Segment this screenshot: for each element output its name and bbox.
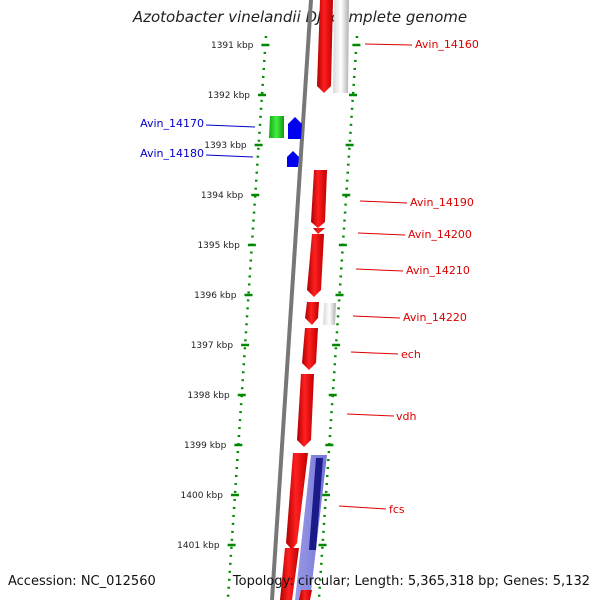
- avin-14200-connector: [357, 232, 406, 236]
- avin-14160-grey-feature: [333, 0, 349, 93]
- gene-label-avin-14200[interactable]: Avin_14200: [408, 228, 472, 241]
- ech-gene: [302, 328, 318, 370]
- avin-14160-gene: [317, 0, 333, 93]
- gene-label-avin-14220[interactable]: Avin_14220: [403, 311, 467, 324]
- avin-14220-connector: [352, 315, 401, 319]
- ruler-tick-label: 1393 kbp: [204, 141, 247, 151]
- avin-14220-grey-feature: [323, 303, 336, 325]
- next-red-gene: [280, 548, 299, 600]
- avin-14190-gene: [311, 170, 327, 228]
- genome-backbone: [270, 0, 313, 600]
- right-ruler-track: [317, 35, 359, 599]
- ech-connector: [350, 351, 399, 355]
- ruler-tick-label: 1397 kbp: [191, 341, 234, 351]
- gene-label-avin-14170[interactable]: Avin_14170: [140, 117, 204, 130]
- ruler-tick-label: 1391 kbp: [211, 41, 254, 51]
- accession-text: Accession: NC_012560: [8, 574, 156, 589]
- ruler-ticks: [227, 43, 361, 547]
- ruler-tick-label: 1399 kbp: [184, 441, 227, 451]
- fcs-connector: [338, 505, 387, 510]
- ruler-tick-label: 1394 kbp: [201, 191, 244, 201]
- avin-14190-connector: [359, 200, 408, 204]
- ruler-tick-label: 1401 kbp: [177, 541, 220, 551]
- ruler-tick-label: 1392 kbp: [208, 91, 251, 101]
- ruler-tick-labels: 1391 kbp 1392 kbp 1393 kbp 1394 kbp 1395 kbp…: [177, 41, 253, 551]
- avin-14210-connector: [355, 268, 404, 272]
- edge-red-gene: [299, 590, 312, 600]
- avin-14200-gene: [313, 228, 325, 234]
- ruler-tick-label: 1398 kbp: [187, 391, 230, 401]
- avin-14160-connector: [364, 43, 413, 46]
- ruler-tick-label: 1395 kbp: [197, 241, 240, 251]
- gene-label-avin-14210[interactable]: Avin_14210: [406, 264, 470, 277]
- avin-14180-connector: [205, 154, 254, 158]
- left-ruler-track: [226, 35, 268, 599]
- avin-14170-connector: [205, 124, 256, 128]
- avin-14210-gene: [307, 234, 324, 297]
- avin-14170-rna-feature: [269, 116, 284, 138]
- avin-14180-gene: [287, 151, 299, 167]
- gene-label-avin-14180[interactable]: Avin_14180: [140, 147, 204, 160]
- avin-14170-gene: [288, 117, 302, 139]
- genome-title: Azotobacter vinelandii DJ, complete geno…: [132, 8, 468, 26]
- fcs-reverse-feature: [309, 458, 323, 550]
- vdh-connector: [346, 413, 395, 417]
- genome-summary-text: Topology: circular; Length: 5,365,318 bp…: [232, 574, 590, 589]
- avin-14220-gene: [305, 302, 319, 325]
- gene-label-avin-14160[interactable]: Avin_14160: [415, 38, 479, 51]
- ruler-tick-label: 1396 kbp: [194, 291, 237, 301]
- ruler-tick-label: 1400 kbp: [181, 491, 224, 501]
- gene-label-avin-14190[interactable]: Avin_14190: [410, 196, 474, 209]
- fcs-gene: [286, 453, 308, 550]
- gene-label-fcs[interactable]: fcs: [389, 503, 405, 516]
- gene-label-ech[interactable]: ech: [401, 348, 421, 361]
- gene-label-vdh[interactable]: vdh: [396, 410, 416, 423]
- vdh-gene: [297, 374, 314, 447]
